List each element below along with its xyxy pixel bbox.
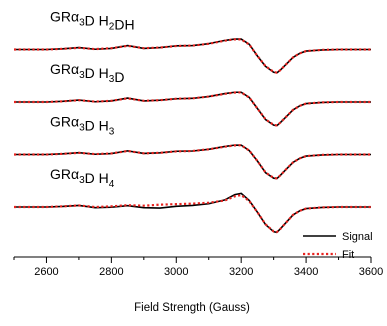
fit-line-4: [14, 193, 371, 234]
x-tick-label: 3600: [359, 266, 383, 278]
fit-line-2: [14, 91, 371, 127]
fit-line-1: [14, 38, 371, 74]
trace-label-2: GRα3D H3D: [50, 61, 124, 85]
x-tick-label: 3000: [164, 266, 188, 278]
x-tick-label: 2800: [99, 266, 123, 278]
legend-fit-label: Fit: [342, 249, 354, 261]
trace-label-4: GRα3D H4: [50, 166, 115, 190]
legend: Signal Fit: [303, 231, 373, 261]
x-axis: 2600 2800 3000 3200 3400 3600: [13, 256, 383, 278]
x-tick-label: 2600: [34, 266, 58, 278]
plot-area: GRα3D H2DH GRα3D H3D GRα3D H3 GRα3D H4: [14, 9, 371, 234]
trace-2: GRα3D H3D: [14, 61, 371, 127]
fit-line-3: [14, 144, 371, 180]
signal-line-4: [14, 192, 371, 234]
trace-4: GRα3D H4: [14, 166, 371, 234]
trace-label-3: GRα3D H3: [50, 114, 115, 138]
x-tick-label: 3400: [294, 266, 318, 278]
trace-1: GRα3D H2DH: [14, 9, 371, 74]
trace-label-1: GRα3D H2DH: [50, 9, 135, 33]
trace-3: GRα3D H3: [14, 114, 371, 180]
x-tick-label: 3200: [229, 266, 253, 278]
x-axis-title: Field Strength (Gauss): [134, 302, 250, 314]
legend-signal-label: Signal: [342, 231, 373, 243]
